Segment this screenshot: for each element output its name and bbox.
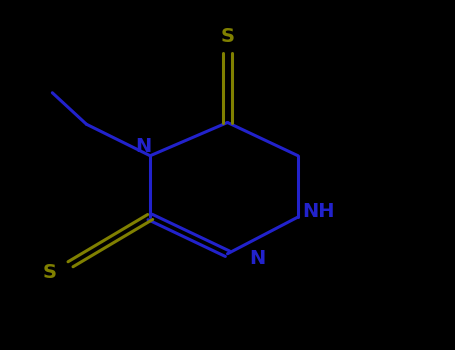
Text: S: S [221,27,234,46]
Text: N: N [135,138,152,156]
Text: N: N [249,250,265,268]
Text: NH: NH [302,202,335,221]
Text: S: S [43,264,57,282]
